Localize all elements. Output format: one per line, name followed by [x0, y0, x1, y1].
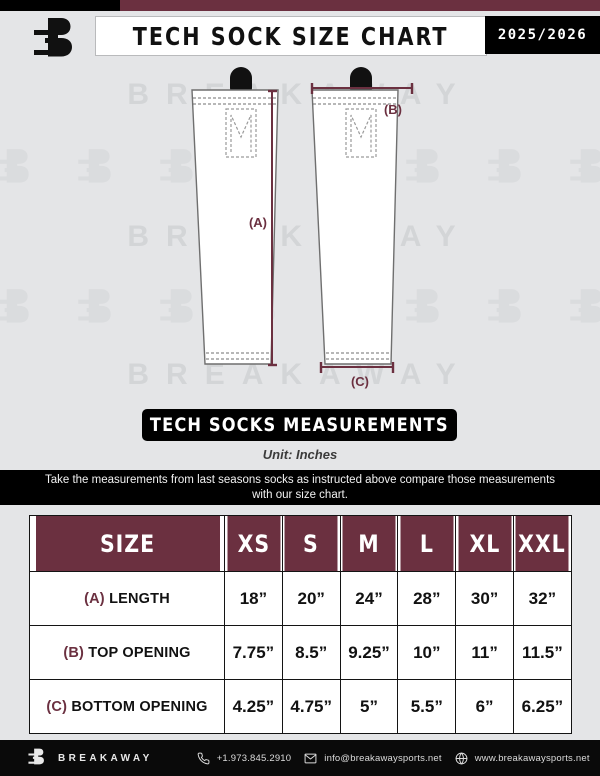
top-bar-black-segment	[0, 0, 120, 11]
table-header-xs: XS	[225, 515, 282, 572]
table-header-l: L	[398, 515, 455, 572]
season-badge-text: 2025/2026	[497, 27, 588, 43]
cell-top-l: 10”	[397, 625, 457, 680]
cell-bottom-xs: 4.25”	[224, 679, 283, 734]
footer-phone[interactable]: +1.973.845.2910	[197, 752, 292, 765]
breakaway-b-logo-icon	[400, 285, 446, 331]
svg-text:(A): (A)	[249, 215, 267, 230]
breakaway-b-logo-icon	[482, 285, 528, 331]
svg-text:(C): (C)	[351, 374, 369, 389]
footer-contact-list: +1.973.845.2910 info@breakawaysports.net…	[197, 752, 590, 765]
cell-top-xl: 11”	[455, 625, 514, 680]
breakaway-b-logo-icon	[72, 145, 118, 191]
breakaway-b-logo-icon	[564, 145, 600, 191]
measurements-title-badge: TECH SOCKS MEASUREMENTS	[142, 409, 457, 441]
page-footer: BREAKAWAY +1.973.845.2910 info@breakaway…	[0, 740, 600, 776]
breakaway-b-logo-icon	[26, 746, 48, 770]
cell-bottom-s: 4.75”	[281, 679, 341, 734]
breakaway-b-logo-icon	[0, 285, 36, 331]
breakaway-b-logo-icon	[154, 285, 200, 331]
page-header: TECH SOCK SIZE CHART 2025/2026	[0, 11, 600, 57]
instruction-band: Take the measurements from last seasons …	[0, 470, 600, 505]
row-label-top-opening: (B) TOP OPENING	[29, 625, 225, 680]
top-accent-bar	[0, 0, 600, 11]
page-title-text: TECH SOCK SIZE CHART	[133, 21, 449, 51]
row-tag: (C)	[46, 698, 68, 715]
unit-label: Unit: Inches	[262, 447, 338, 462]
measure-line-a: (A)	[249, 89, 277, 367]
measurements-title-text: TECH SOCKS MEASUREMENTS	[150, 414, 449, 436]
breakaway-b-logo-icon	[564, 285, 600, 331]
footer-email-text: info@breakawaysports.net	[324, 752, 442, 764]
table-header-size: SIZE	[33, 515, 221, 572]
cell-top-xs: 7.75”	[224, 625, 283, 680]
row-tag: (A)	[84, 590, 105, 607]
phone-icon	[197, 752, 210, 764]
breakaway-b-logo-icon	[0, 145, 36, 191]
breakaway-b-logo-icon	[72, 285, 118, 331]
breakaway-b-logo-icon	[154, 145, 200, 191]
footer-phone-text: +1.973.845.2910	[216, 752, 292, 764]
top-bar-maroon-segment	[120, 0, 600, 11]
cell-bottom-xl: 6”	[455, 679, 514, 734]
watermark-word: BREAKAWAY	[127, 220, 473, 253]
cell-top-s: 8.5”	[281, 625, 341, 680]
cell-length-m: 24”	[339, 571, 399, 626]
row-label-text: LENGTH	[109, 590, 170, 607]
cell-length-s: 20”	[281, 571, 341, 626]
size-table: SIZE XS S M L XL XXL (A) LENGTH 18” 20”	[29, 515, 572, 734]
row-tag: (B)	[63, 644, 85, 661]
footer-website[interactable]: www.breakawaysports.net	[455, 752, 590, 765]
table-row: (C) BOTTOM OPENING 4.25” 4.75” 5” 5.5” 6…	[29, 679, 572, 734]
table-header-xl: XL	[456, 515, 513, 572]
sock-diagram: (A) (B)	[0, 57, 600, 405]
table-header-row: SIZE XS S M L XL XXL	[30, 515, 572, 572]
table-row: (A) LENGTH 18” 20” 24” 28” 30” 32”	[29, 571, 572, 626]
size-table-wrapper: SIZE XS S M L XL XXL (A) LENGTH 18” 20”	[29, 515, 572, 734]
measure-line-b: (B)	[310, 83, 414, 117]
table-header-m: M	[341, 515, 397, 572]
globe-icon	[455, 752, 468, 764]
row-label-length: (A) LENGTH	[29, 571, 225, 626]
row-label-text: BOTTOM OPENING	[71, 698, 208, 715]
row-label-bottom-opening: (C) BOTTOM OPENING	[29, 679, 225, 734]
watermark-word: BREAKAWAY	[127, 78, 473, 111]
row-label-text: TOP OPENING	[88, 644, 191, 661]
cell-length-l: 28”	[397, 571, 457, 626]
table-header-s: S	[283, 515, 340, 572]
cell-bottom-l: 5.5”	[397, 679, 457, 734]
instruction-text: Take the measurements from last seasons …	[44, 473, 556, 501]
sock-left	[191, 67, 279, 365]
season-badge: 2025/2026	[485, 16, 600, 54]
breakaway-b-logo-icon	[400, 145, 446, 191]
cell-length-xl: 30”	[455, 571, 514, 626]
sock-right	[311, 67, 399, 365]
page-title: TECH SOCK SIZE CHART	[95, 16, 487, 56]
measure-line-c: (C)	[319, 362, 395, 389]
cell-length-xs: 18”	[224, 571, 283, 626]
cell-bottom-xxl: 6.25”	[512, 679, 572, 734]
envelope-icon	[304, 753, 317, 763]
footer-brand-name: BREAKAWAY	[58, 752, 153, 764]
cell-top-m: 9.25”	[339, 625, 399, 680]
svg-text:(B): (B)	[384, 102, 402, 117]
watermark-word: BREAKAWAY	[127, 358, 473, 391]
breakaway-b-logo-icon	[482, 145, 528, 191]
footer-website-text: www.breakawaysports.net	[474, 752, 590, 764]
breakaway-b-logo-icon	[28, 13, 82, 69]
table-row: (B) TOP OPENING 7.75” 8.5” 9.25” 10” 11”…	[29, 625, 572, 680]
cell-top-xxl: 11.5”	[512, 625, 572, 680]
footer-email[interactable]: info@breakawaysports.net	[304, 752, 442, 765]
table-header-xxl: XXL	[514, 515, 571, 572]
cell-length-xxl: 32”	[512, 571, 572, 626]
cell-bottom-m: 5”	[339, 679, 399, 734]
